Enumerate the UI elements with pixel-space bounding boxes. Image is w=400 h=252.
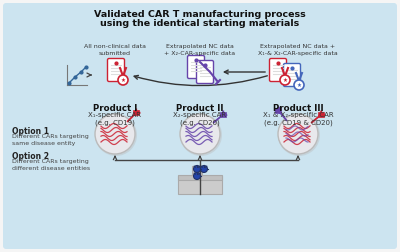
FancyBboxPatch shape (3, 3, 397, 249)
FancyBboxPatch shape (178, 176, 222, 194)
FancyBboxPatch shape (220, 112, 226, 117)
Circle shape (278, 114, 320, 156)
Circle shape (194, 173, 200, 179)
FancyBboxPatch shape (192, 166, 202, 176)
Text: Product II: Product II (176, 104, 224, 113)
Circle shape (95, 114, 137, 156)
Text: X₁ & X₂-specific CAR
(e.g. CD19 & CD20): X₁ & X₂-specific CAR (e.g. CD19 & CD20) (263, 112, 333, 127)
Text: ★: ★ (296, 82, 302, 87)
Text: ★: ★ (120, 78, 126, 82)
FancyBboxPatch shape (274, 108, 280, 113)
Circle shape (278, 114, 318, 154)
FancyBboxPatch shape (318, 112, 324, 117)
Text: ★: ★ (282, 78, 288, 82)
Circle shape (194, 166, 200, 173)
Text: Different CARs targeting
same disease entity: Different CARs targeting same disease en… (12, 134, 89, 146)
Circle shape (95, 114, 135, 154)
FancyBboxPatch shape (188, 55, 204, 79)
FancyBboxPatch shape (108, 58, 124, 81)
Text: X₂-specific CAR
(e.g. CD20): X₂-specific CAR (e.g. CD20) (174, 112, 226, 127)
Text: All non-clinical data
submitted: All non-clinical data submitted (84, 44, 146, 56)
Text: Different CARs targeting
different disease entities: Different CARs targeting different disea… (12, 159, 90, 171)
Circle shape (280, 75, 290, 85)
FancyBboxPatch shape (178, 175, 222, 180)
Circle shape (180, 114, 222, 156)
Text: Extrapolated NC data
+ X₂-CAR-specific data: Extrapolated NC data + X₂-CAR-specific d… (164, 44, 236, 56)
Text: Validated CAR T manufacturing process: Validated CAR T manufacturing process (94, 10, 306, 19)
Text: Product III: Product III (273, 104, 323, 113)
Circle shape (200, 166, 208, 173)
Text: Option 1: Option 1 (12, 127, 49, 136)
Circle shape (180, 114, 220, 154)
FancyBboxPatch shape (134, 110, 140, 115)
Circle shape (118, 75, 128, 85)
Circle shape (294, 80, 304, 90)
Text: Product I: Product I (93, 104, 137, 113)
Text: using the identical starting materials: using the identical starting materials (100, 19, 300, 28)
FancyBboxPatch shape (196, 60, 214, 83)
Text: Extrapolated NC data +
X₁-& X₂-CAR-specific data: Extrapolated NC data + X₁-& X₂-CAR-speci… (258, 44, 338, 56)
FancyBboxPatch shape (270, 58, 286, 81)
Text: X₁-specific CAR
(e.g. CD19): X₁-specific CAR (e.g. CD19) (88, 112, 142, 127)
Text: Option 2: Option 2 (12, 152, 49, 161)
FancyBboxPatch shape (284, 64, 300, 86)
